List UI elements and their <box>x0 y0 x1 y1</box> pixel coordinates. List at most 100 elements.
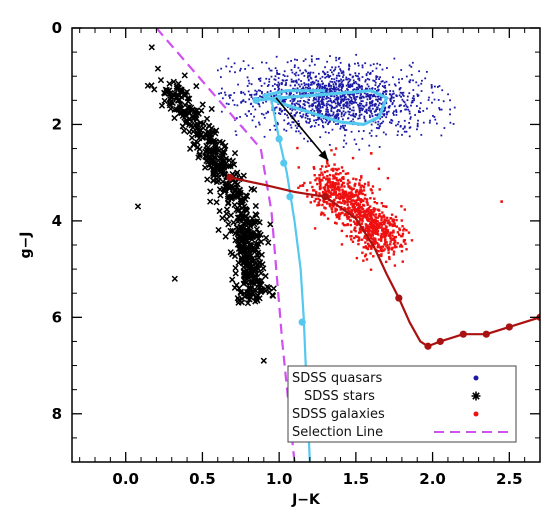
star-point <box>204 147 211 154</box>
star-point <box>194 122 202 129</box>
quasar-point <box>379 125 381 127</box>
galaxy-point <box>318 179 322 183</box>
galaxy-point <box>348 185 351 188</box>
galaxy-point <box>378 212 381 216</box>
quasar-point <box>433 85 436 88</box>
quasar-point <box>334 68 336 71</box>
galaxy-point <box>335 215 339 219</box>
quasar-point <box>237 83 239 86</box>
star-point <box>255 265 262 272</box>
quasar-point <box>297 83 300 86</box>
galaxy-point <box>358 213 362 216</box>
star-point <box>237 223 244 231</box>
quasar-point <box>354 74 357 77</box>
galaxy-point <box>334 177 337 180</box>
galaxy-point <box>396 231 400 234</box>
quasar-point <box>327 115 330 117</box>
galaxy-point <box>344 212 347 216</box>
galaxy-point <box>358 220 361 223</box>
galaxy-point <box>377 226 380 230</box>
quasar-point <box>247 79 250 82</box>
quasar-point <box>331 128 334 131</box>
galaxy-point <box>364 193 367 197</box>
quasar-point <box>328 104 331 107</box>
quasar-point <box>398 81 400 84</box>
quasar-point <box>313 81 316 84</box>
galaxy-point <box>388 255 391 259</box>
quasar-point <box>283 119 286 122</box>
galaxy-point <box>349 186 352 189</box>
quasar-point <box>253 115 255 118</box>
galaxy-point <box>328 191 331 194</box>
quasar-point <box>342 124 344 127</box>
galaxy-point <box>315 190 318 194</box>
quasar-point <box>316 106 319 109</box>
quasar-point <box>346 102 348 105</box>
galaxy-point <box>331 202 334 206</box>
star-point <box>247 223 254 230</box>
quasar-point <box>311 113 313 116</box>
quasar-point <box>342 118 344 121</box>
quasar-point <box>408 64 411 67</box>
star-point <box>254 251 261 259</box>
quasar-point <box>369 71 372 74</box>
galaxy-point <box>388 224 392 227</box>
y-tick-label: 0 <box>52 19 62 37</box>
quasar-point <box>324 118 327 121</box>
galaxy-point <box>376 241 379 245</box>
quasar-point <box>274 88 276 90</box>
quasar-point <box>277 81 280 84</box>
galaxy-point <box>334 182 337 185</box>
quasar-point <box>273 83 276 86</box>
galaxy-point <box>318 199 322 202</box>
galaxy-point <box>354 210 357 214</box>
star-point <box>241 290 248 297</box>
quasar-point <box>325 119 328 122</box>
quasar-point <box>352 118 354 121</box>
quasar-point <box>317 57 320 60</box>
quasar-point <box>397 123 399 126</box>
galaxy-point <box>313 200 316 203</box>
star-point <box>254 218 261 225</box>
quasar-point <box>368 144 371 147</box>
galaxy-point <box>357 203 361 207</box>
quasar-point <box>290 78 293 81</box>
galaxy-point <box>383 230 386 234</box>
galaxy-point <box>365 258 369 261</box>
quasar-point <box>254 125 257 128</box>
quasar-point <box>409 116 412 119</box>
galaxy-point <box>363 234 367 238</box>
galaxy-point <box>378 188 381 191</box>
star-point <box>237 288 245 295</box>
quasar-point <box>356 86 359 89</box>
quasar-point <box>375 76 378 78</box>
quasar-point <box>326 71 329 74</box>
galaxy-point <box>379 239 383 242</box>
galaxy-point <box>354 209 357 212</box>
galaxy-point <box>380 232 383 236</box>
quasar-point <box>403 105 406 107</box>
star-point <box>229 276 236 283</box>
quasar-point <box>246 115 248 117</box>
star-point <box>248 185 255 192</box>
star-point <box>249 215 256 222</box>
galaxy-point <box>392 237 395 241</box>
quasar-point <box>304 116 307 119</box>
quasar-point <box>221 87 223 90</box>
galaxy-point <box>388 221 391 224</box>
quasar-point <box>339 68 342 71</box>
star-point <box>223 181 230 188</box>
star-point <box>256 281 263 288</box>
quasar-point <box>293 114 296 117</box>
quasar-point <box>335 123 337 126</box>
star-point <box>231 252 239 260</box>
galaxy-point <box>355 223 358 227</box>
galaxy-point <box>335 178 339 182</box>
quasar-point <box>247 64 250 67</box>
quasar-point <box>409 79 412 81</box>
star-point <box>234 181 241 188</box>
quasar-point <box>295 91 298 94</box>
quasar-point <box>319 106 322 109</box>
galaxy-point <box>383 218 386 221</box>
galaxy-point <box>371 219 374 222</box>
